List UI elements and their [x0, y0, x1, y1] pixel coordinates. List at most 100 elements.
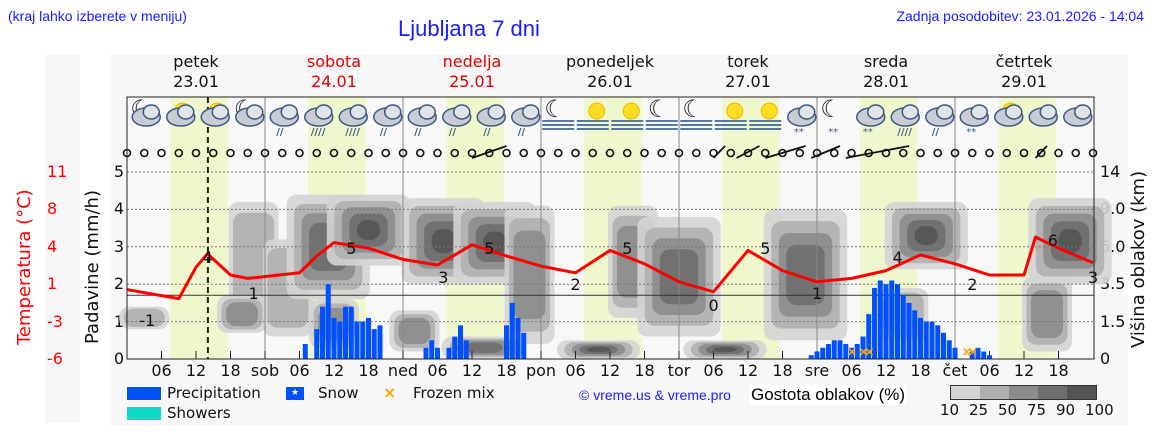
cloud-scale-tick: 90 — [1056, 401, 1076, 419]
frozen-mix-marker: × — [967, 345, 978, 360]
precipitation-bars — [302, 280, 992, 359]
svg-text:////: //// — [311, 127, 326, 138]
wind-calm-icon — [312, 148, 322, 158]
temperature-value-label: 4 — [893, 248, 903, 267]
svg-text:**: ** — [966, 127, 976, 138]
wind-calm-icon — [933, 148, 943, 158]
axis-tick: 1 — [113, 311, 124, 331]
precipitation-bar — [918, 317, 923, 359]
precipitation-bar — [435, 347, 440, 359]
wind-calm-icon — [1054, 148, 1063, 158]
night-fog-icon: ☾ — [542, 95, 575, 130]
copyright-link[interactable]: © vreme.us & vreme.pro — [579, 387, 731, 403]
day-header-2: nedelja 25.01 — [407, 52, 537, 92]
axis-tick: 1.5 — [1100, 311, 1126, 331]
wind-calm-icon — [467, 148, 477, 158]
temperature-value-label: 5 — [484, 239, 494, 258]
wind-calm-icon — [536, 148, 546, 158]
cloud-scale-swatch — [1038, 386, 1067, 399]
svg-text:☾: ☾ — [682, 95, 704, 123]
x-tick-label: čet — [942, 361, 968, 380]
precipitation-bar — [808, 355, 814, 359]
wind-barb-icon — [736, 145, 760, 159]
precipitation-legend-swatch — [127, 387, 161, 400]
svg-text:☾: ☾ — [820, 95, 842, 123]
wind-calm-icon — [726, 148, 736, 158]
x-tick-label: 06 — [703, 361, 724, 380]
cloud-scale-swatch — [1067, 386, 1096, 399]
cloud-patch — [914, 226, 938, 246]
precipitation-bar — [895, 284, 900, 359]
precipitation-bar — [515, 317, 521, 359]
frozen-mix-marker: × — [847, 345, 858, 360]
sun-fog-icon — [611, 102, 644, 130]
precipitation-bar — [429, 340, 435, 359]
day-name: petek — [173, 52, 219, 71]
cloud-rain-icon: // — [476, 104, 506, 138]
frozen-mix-x-icon: × — [383, 383, 397, 402]
precipitation-bar — [377, 325, 383, 359]
wind-calm-icon — [502, 148, 511, 158]
cloud-icon — [1063, 104, 1093, 127]
temperature-value-label: 5 — [346, 239, 356, 258]
cloud-patch — [713, 347, 737, 353]
svg-text://: // — [483, 127, 491, 138]
svg-text:**: ** — [828, 127, 838, 138]
precipitation-bar — [946, 340, 952, 359]
precipitation-bar — [826, 344, 831, 359]
day-date: 23.01 — [173, 72, 219, 91]
frozen-mix-markers: × ×× ×× — [847, 345, 979, 360]
x-tick-label: 12 — [1013, 361, 1035, 380]
day-header-4: torek 27.01 — [683, 52, 813, 92]
cloud-density-legend-label: Gostota oblakov (%) — [749, 385, 908, 405]
wind-calm-icon — [260, 148, 270, 158]
temperature-value-label: 2 — [571, 275, 581, 294]
cloud-rain-icon: // — [511, 104, 541, 138]
temperature-labels: -1 4 1 5 3 5 2 5 0 5 1 4 2 6 3 — [139, 231, 1098, 330]
day-date: 25.01 — [449, 72, 495, 91]
page-title: Ljubljana 7 dni — [398, 16, 540, 41]
precipitation-bar — [458, 325, 463, 359]
precipitation-bar — [354, 321, 360, 359]
sun-cloud-icon — [200, 102, 230, 127]
svg-text://: // — [518, 127, 526, 138]
day-name: sobota — [306, 52, 362, 71]
svg-text:////: //// — [345, 127, 360, 138]
axis-tick: 11 — [47, 162, 68, 181]
svg-text://: // — [932, 127, 940, 138]
svg-text://: // — [414, 127, 422, 138]
location-menu-hint[interactable]: (kraj lahko izberete v meniju) — [8, 8, 187, 24]
snow-star-icon: ★ — [286, 387, 304, 400]
sun-fog-icon — [714, 102, 747, 130]
x-tick-label: 06 — [427, 361, 448, 380]
wind-calm-icon — [191, 148, 201, 158]
cloud-patch — [226, 302, 258, 327]
wind-barb-icon — [471, 145, 507, 159]
wind-barb-icon — [810, 145, 841, 159]
day-header-5: sreda 28.01 — [821, 52, 951, 92]
precipitation-bar — [981, 351, 987, 359]
temperature-value-label: 5 — [760, 239, 770, 258]
temperature-polyline — [126, 235, 1094, 301]
svg-text://: // — [449, 127, 457, 138]
showers-legend-label: Showers — [167, 404, 231, 422]
x-tick-label: 06 — [151, 361, 172, 380]
temperature-value-label: 3 — [438, 268, 448, 287]
cloud-rain-icon: // — [373, 104, 403, 138]
wind-calm-icon — [1036, 148, 1046, 158]
precipitation-bar — [831, 340, 837, 359]
sun-cloud-icon — [994, 102, 1024, 127]
cloud-patch — [513, 230, 546, 320]
cloud-patch — [586, 347, 611, 353]
precipitation-bar — [320, 306, 325, 359]
x-tick-label: 06 — [979, 361, 1000, 380]
night-fog-icon: ☾ — [645, 95, 678, 130]
wind-calm-icon — [622, 148, 632, 158]
precipitation-bar — [900, 295, 906, 359]
axis-tick: -6 — [47, 349, 63, 368]
precipitation-bar — [889, 280, 895, 359]
x-tick-label: 18 — [358, 361, 379, 380]
svg-text:**: ** — [794, 127, 804, 138]
temperature-line — [126, 235, 1094, 301]
x-tick-label: 12 — [461, 361, 483, 380]
